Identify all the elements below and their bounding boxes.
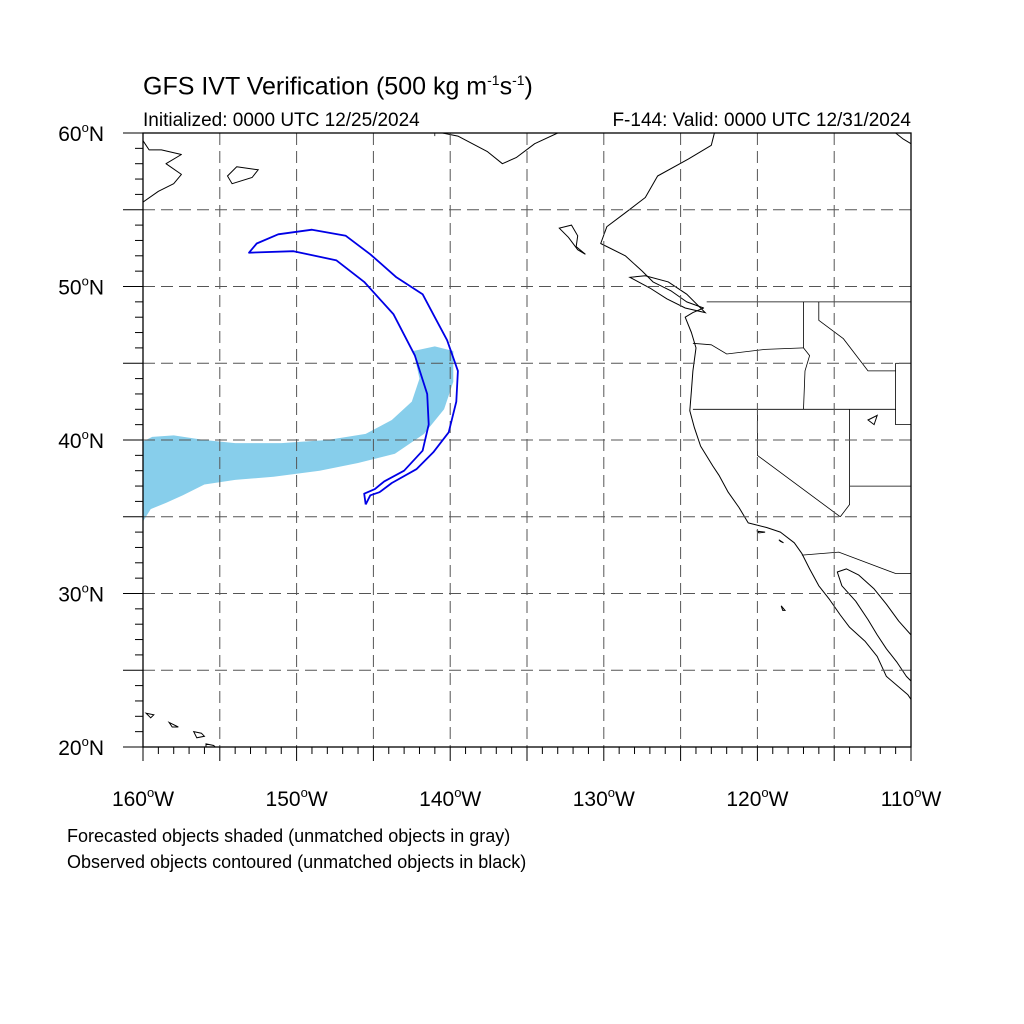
island-3 — [205, 743, 216, 747]
state-border-11 — [801, 551, 911, 574]
island-10 — [867, 414, 879, 426]
island-9 — [780, 605, 787, 611]
state-border-2 — [692, 342, 804, 355]
lat-label: 20oN — [58, 734, 104, 760]
lat-label: 40oN — [58, 427, 104, 453]
lon-label: 110oW — [881, 785, 942, 811]
island-0 — [558, 224, 586, 255]
valid-time: F-144: Valid: 0000 UTC 12/31/2024 — [612, 110, 911, 131]
island-7 — [778, 539, 784, 544]
title-mid: s — [499, 72, 513, 101]
caption-forecast: Forecasted objects shaded (unmatched obj… — [67, 826, 511, 846]
island-6 — [144, 712, 155, 719]
lon-label: 160oW — [112, 785, 174, 811]
state-border-5 — [803, 301, 811, 410]
island-4 — [192, 730, 206, 739]
coastline-0 — [600, 133, 911, 700]
state-border-6 — [818, 301, 896, 372]
title-main: GFS IVT Verification (500 kg m — [143, 72, 488, 101]
lat-label: 30oN — [58, 581, 104, 607]
title-end: ) — [524, 72, 533, 101]
caption-observed: Observed objects contoured (unmatched ob… — [67, 852, 527, 872]
lon-label: 140oW — [419, 785, 481, 811]
island-8 — [756, 530, 766, 534]
island-2 — [226, 166, 260, 185]
coastline-2 — [442, 133, 558, 165]
title-exponent-1: -1 — [487, 72, 500, 88]
title-exponent-2: -1 — [512, 72, 525, 88]
lat-label: 60oN — [58, 120, 104, 146]
map-title: GFS IVT Verification (500 kg m-1s-1) — [143, 72, 533, 101]
island-1 — [628, 275, 707, 314]
lon-label: 130oW — [573, 785, 635, 811]
coastline-4 — [895, 133, 911, 145]
state-border-9 — [895, 363, 911, 426]
island-5 — [167, 721, 179, 728]
lat-label: 50oN — [58, 274, 104, 300]
coastline-1 — [836, 568, 911, 682]
observed-ivt-contour — [248, 228, 459, 505]
forecast-ivt-object — [143, 346, 454, 522]
coastline-3 — [143, 140, 182, 203]
initialized-time: Initialized: 0000 UTC 12/25/2024 — [143, 110, 420, 131]
lon-label: 150oW — [266, 785, 328, 811]
state-border-7 — [839, 409, 850, 518]
lon-label: 120oW — [726, 785, 788, 811]
state-border-4 — [757, 409, 841, 518]
